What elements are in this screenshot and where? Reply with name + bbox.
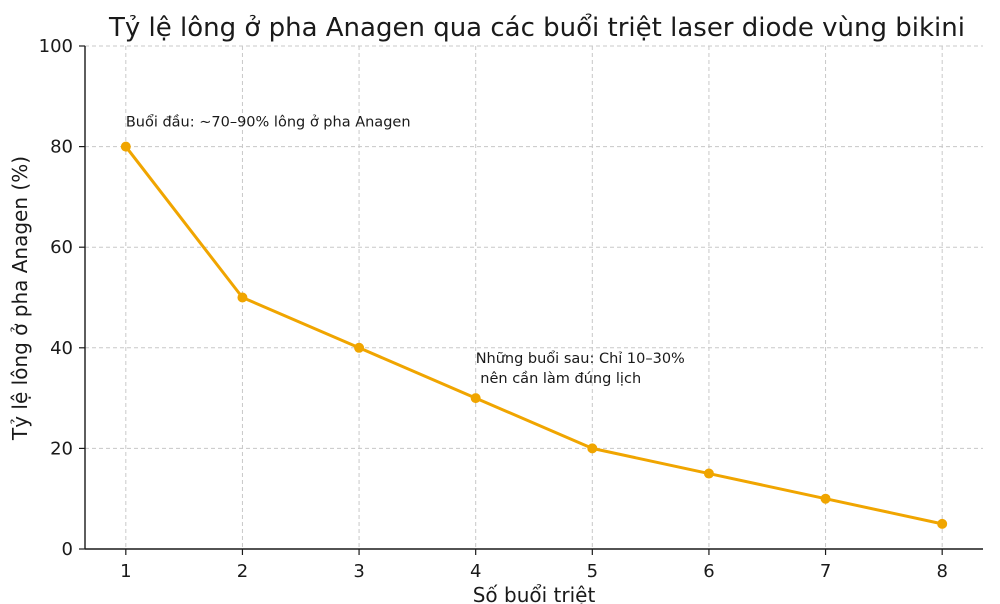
data-point	[354, 342, 365, 353]
x-axis-ticks: 1 2 3 4 5 6 7 8	[120, 549, 948, 582]
axes	[84, 46, 983, 550]
annotation-text: Buổi đầu: ~70–90% lông ở pha Anagen	[126, 113, 411, 130]
x-tick-label: 2	[237, 561, 248, 582]
y-tick-label: 40	[50, 338, 73, 359]
x-tick-label: 1	[120, 561, 131, 582]
x-tick-label: 4	[470, 561, 481, 582]
data-point	[120, 141, 131, 152]
data-point	[587, 443, 598, 454]
y-tick-label: 60	[50, 237, 73, 258]
data-point	[937, 518, 948, 529]
x-tick-label: 7	[820, 561, 831, 582]
annotation-line: Những buổi sau: Chỉ 10–30%	[476, 350, 685, 367]
x-tick-label: 6	[703, 561, 714, 582]
annotation-line: Buổi đầu: ~70–90% lông ở pha Anagen	[126, 113, 411, 130]
y-axis-label: Tỷ lệ lông ở pha Anagen (%)	[8, 156, 32, 441]
data-point	[703, 468, 714, 479]
chart-title: Tỷ lệ lông ở pha Anagen qua các buổi tri…	[108, 12, 965, 43]
y-tick-label: 80	[50, 137, 73, 158]
series-line	[124, 145, 943, 526]
y-axis-ticks: 0 20 40 60 80 100	[39, 36, 85, 560]
data-point	[820, 493, 831, 504]
series-group	[120, 141, 948, 529]
grid	[85, 45, 983, 549]
annotations: Buổi đầu: ~70–90% lông ở pha Anagen Những…	[126, 113, 685, 386]
data-point	[470, 393, 481, 404]
annotation-line: nên cần làm đúng lịch	[476, 371, 641, 387]
x-tick-label: 3	[353, 561, 364, 582]
annotation-text: Những buổi sau: Chỉ 10–30% nên cần làm đ…	[476, 350, 685, 387]
x-tick-label: 5	[587, 561, 598, 582]
y-tick-label: 20	[50, 438, 73, 459]
data-point	[237, 292, 248, 303]
x-tick-label: 8	[936, 561, 947, 582]
y-tick-label: 0	[62, 539, 73, 560]
y-tick-label: 100	[39, 36, 73, 57]
x-axis-label: Số buổi triệt	[473, 583, 596, 604]
